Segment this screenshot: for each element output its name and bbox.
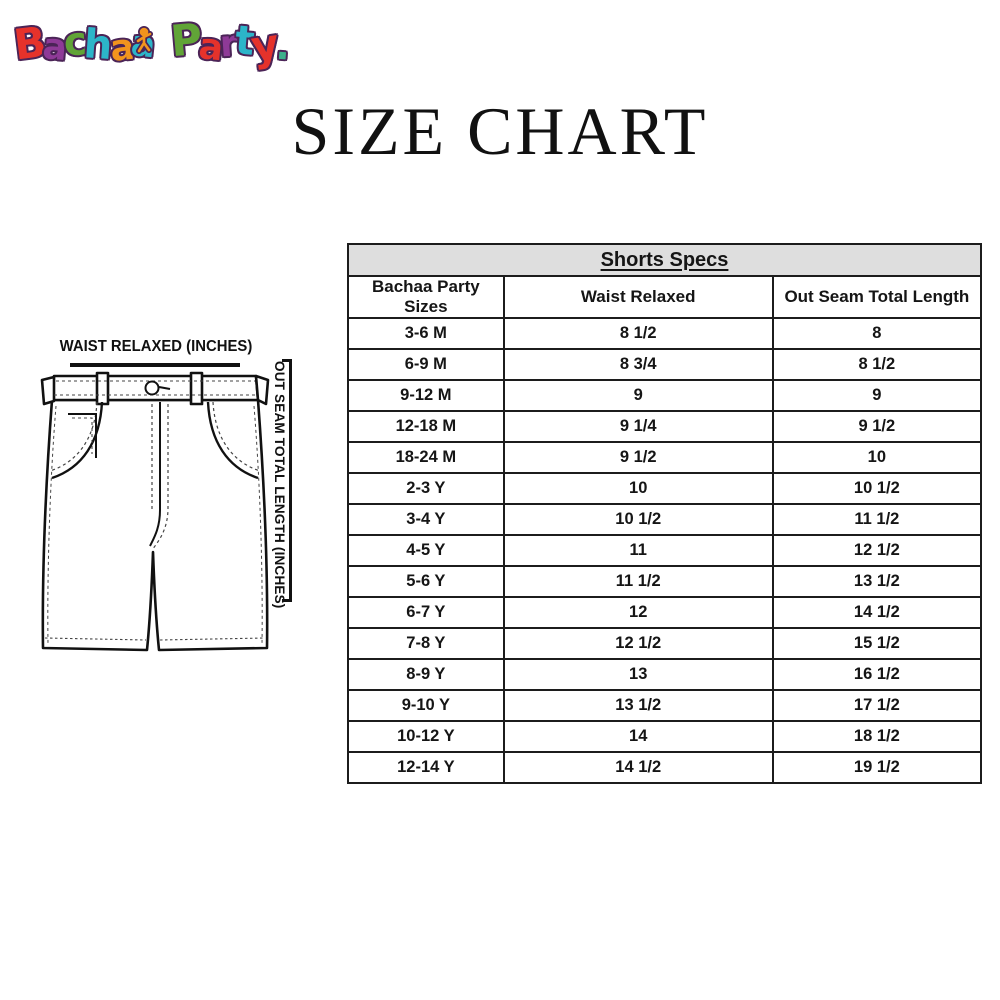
size-cell: 10-12 Y xyxy=(347,720,505,753)
table-row: 8-9 Y 13 16 1/2 xyxy=(347,658,983,691)
table-header-row: Bachaa Party Sizes Waist Relaxed Out Sea… xyxy=(347,275,983,319)
col-header-sizes: Bachaa Party Sizes xyxy=(347,275,505,319)
logo-letter: a xyxy=(41,25,66,69)
outseam-cell: 11 1/2 xyxy=(771,503,983,536)
waist-cell: 13 1/2 xyxy=(502,689,774,722)
table-title: Shorts Specs xyxy=(347,243,982,277)
size-cell: 9-10 Y xyxy=(347,689,505,722)
outseam-cell: 15 1/2 xyxy=(771,627,983,660)
waist-cell: 10 1/2 xyxy=(502,503,774,536)
waist-cell: 12 xyxy=(502,596,774,629)
logo-letter: P xyxy=(168,14,201,67)
dancing-kid-icon xyxy=(135,26,153,54)
table-row: 2-3 Y 10 10 1/2 xyxy=(347,472,983,505)
table-row: 3-4 Y 10 1/2 11 1/2 xyxy=(347,503,983,536)
button xyxy=(144,380,171,396)
table-row: 10-12 Y 14 18 1/2 xyxy=(347,720,983,753)
outseam-cell: 18 1/2 xyxy=(771,720,983,753)
outseam-cell: 8 1/2 xyxy=(771,348,983,381)
outseam-measure-line xyxy=(282,359,292,602)
outseam-cell: 17 1/2 xyxy=(771,689,983,722)
fly xyxy=(149,402,169,551)
shorts-body xyxy=(41,398,269,652)
outseam-cell: 13 1/2 xyxy=(771,565,983,598)
waist-cell: 10 xyxy=(502,472,774,505)
waist-measure-line xyxy=(70,363,240,367)
size-cell: 5-6 Y xyxy=(347,565,505,598)
belt-loop xyxy=(189,371,204,406)
size-cell: 4-5 Y xyxy=(347,534,505,567)
waist-cell: 9 1/4 xyxy=(502,410,774,443)
shorts-diagram: WAIST RELAXED (INCHES) xyxy=(40,338,302,683)
size-table: Shorts Specs Bachaa Party Sizes Waist Re… xyxy=(347,243,983,784)
size-cell: 12-14 Y xyxy=(347,751,505,784)
waist-cell: 14 xyxy=(502,720,774,753)
size-cell: 7-8 Y xyxy=(347,627,505,660)
outseam-cell: 16 1/2 xyxy=(771,658,983,691)
table-row: 12-14 Y 14 1/2 19 1/2 xyxy=(347,751,983,784)
size-cell: 18-24 M xyxy=(347,441,505,474)
col-header-waist: Waist Relaxed xyxy=(502,275,774,319)
outseam-cell: 8 xyxy=(771,317,983,350)
waist-cell: 13 xyxy=(502,658,774,691)
waist-relaxed-label: WAIST RELAXED (INCHES) xyxy=(59,338,253,355)
size-cell: 9-12 M xyxy=(347,379,505,412)
belt-loop xyxy=(95,371,110,406)
waist-cell: 8 1/2 xyxy=(502,317,774,350)
size-cell: 12-18 M xyxy=(347,410,505,443)
size-cell: 8-9 Y xyxy=(347,658,505,691)
logo-letter: h xyxy=(82,20,112,69)
shorts-illustration xyxy=(40,371,270,652)
waistband-right-tab xyxy=(254,374,270,406)
outseam-cell: 12 1/2 xyxy=(771,534,983,567)
logo-letter: B xyxy=(11,16,46,70)
outseam-cell: 19 1/2 xyxy=(771,751,983,784)
table-row: 7-8 Y 12 1/2 15 1/2 xyxy=(347,627,983,660)
outseam-label: OUT SEAM TOTAL LENGTH (INCHES) xyxy=(272,361,287,609)
table-row: 6-7 Y 12 14 1/2 xyxy=(347,596,983,629)
table-row: 5-6 Y 11 1/2 13 1/2 xyxy=(347,565,983,598)
outseam-cell: 14 1/2 xyxy=(771,596,983,629)
outseam-cell: 10 1/2 xyxy=(771,472,983,505)
size-cell: 3-6 M xyxy=(347,317,505,350)
table-title-row: Shorts Specs xyxy=(347,243,982,277)
waist-cell: 11 xyxy=(502,534,774,567)
waistband-left-tab xyxy=(40,375,56,406)
size-cell: 3-4 Y xyxy=(347,503,505,536)
waist-cell: 12 1/2 xyxy=(502,627,774,660)
outseam-cell: 9 1/2 xyxy=(771,410,983,443)
col-header-outseam: Out Seam Total Length xyxy=(771,275,983,319)
table-title-text: Shorts Specs xyxy=(600,248,729,271)
front-pocket-right xyxy=(206,401,261,480)
waist-cell: 14 1/2 xyxy=(502,751,774,784)
page-title: SIZE CHART xyxy=(291,93,709,169)
outseam-cell: 9 xyxy=(771,379,983,412)
waist-cell: 11 1/2 xyxy=(502,565,774,598)
waist-cell: 9 1/2 xyxy=(502,441,774,474)
logo-letter: . xyxy=(273,23,289,68)
waist-cell: 9 xyxy=(502,379,774,412)
size-cell: 6-9 M xyxy=(347,348,505,381)
waist-cell: 8 3/4 xyxy=(502,348,774,381)
table-row: 4-5 Y 11 12 1/2 xyxy=(347,534,983,567)
outseam-cell: 10 xyxy=(771,441,983,474)
front-pocket-left xyxy=(49,401,104,480)
table-row: 9-10 Y 13 1/2 17 1/2 xyxy=(347,689,983,722)
size-cell: 6-7 Y xyxy=(347,596,505,629)
size-cell: 2-3 Y xyxy=(347,472,505,505)
